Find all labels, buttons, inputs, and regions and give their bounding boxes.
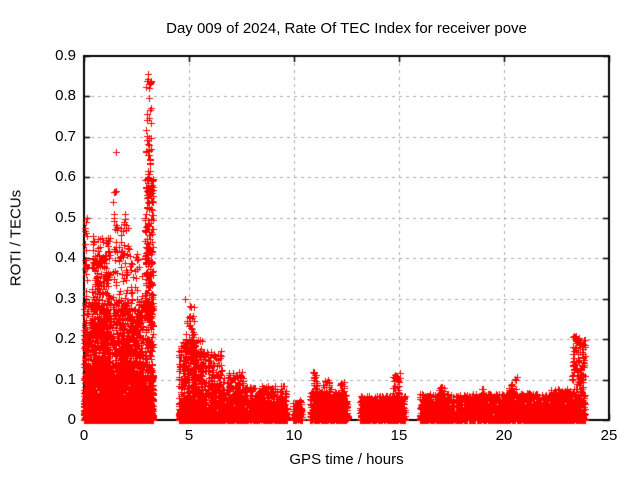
x-tick-label: 20 [495,427,513,444]
x-tick-label: 25 [600,427,618,444]
y-tick-label: 0 [67,411,76,428]
y-tick-label: 0.8 [55,87,76,105]
x-axis-label: GPS time / hours [289,451,404,468]
y-axis-label: ROTI / TECUs [7,189,25,287]
chart-title: Day 009 of 2024, Rate Of TEC Index for r… [166,20,527,37]
x-tick-label: 0 [79,427,89,444]
y-tick-label: 0.1 [55,370,76,388]
y-tick-label: 0.2 [55,330,76,348]
y-tick-label: 0.7 [55,127,76,145]
x-tick-label: 5 [184,427,194,444]
y-tick-label: 0.3 [55,289,76,307]
x-tick-label: 10 [285,427,303,444]
y-tick-label: 0.6 [55,168,76,186]
y-tick-label: 0.9 [55,47,76,64]
y-tick-label: 0.5 [55,208,76,226]
y-tick-label: 0.4 [55,249,76,267]
x-tick-label: 15 [390,427,408,444]
